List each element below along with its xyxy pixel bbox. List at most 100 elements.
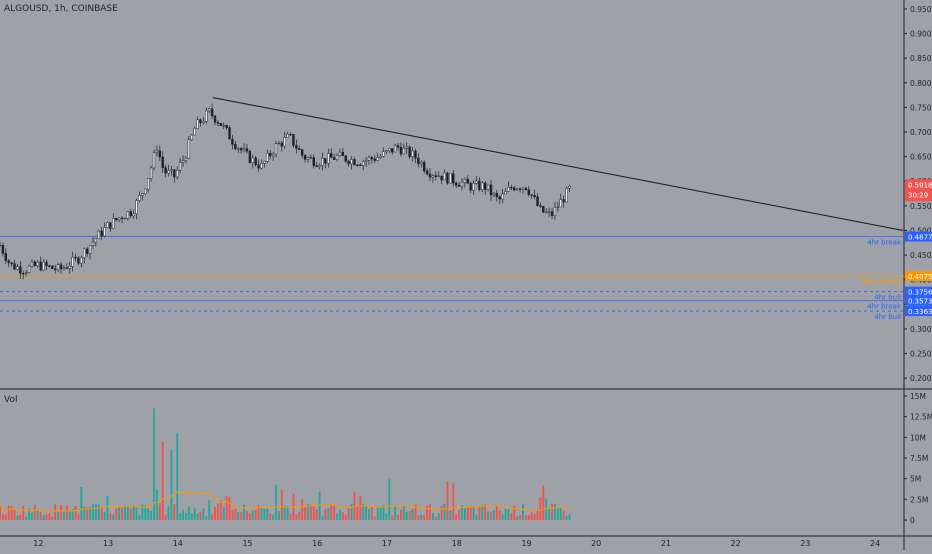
volume-bar — [417, 515, 420, 520]
time-tick-label: 16 — [312, 539, 322, 548]
level-label: 4hr break — [867, 303, 902, 311]
candle-body — [550, 211, 554, 216]
candle-body — [100, 230, 103, 237]
candle-body — [181, 160, 185, 163]
candle-body — [149, 167, 153, 179]
volume-bar — [77, 514, 80, 520]
volume-bar — [344, 515, 347, 520]
volume-bar — [10, 506, 13, 520]
candle-body — [359, 164, 362, 167]
candle-body — [222, 125, 225, 127]
candle-body — [22, 273, 25, 275]
volume-bar — [556, 507, 559, 520]
volume-bar — [0, 504, 1, 520]
volume-bar — [126, 506, 129, 520]
candle-body — [434, 175, 438, 177]
volume-bar — [356, 505, 359, 520]
candle-body — [411, 150, 414, 157]
volume-bar — [164, 515, 167, 520]
candle-body — [109, 222, 112, 229]
volume-bar — [208, 500, 211, 520]
volume-tick-label: 15M — [910, 392, 926, 401]
candle-body — [344, 155, 347, 162]
candle-body — [39, 261, 42, 271]
volume-bar — [440, 505, 443, 520]
candle-body — [242, 148, 246, 151]
volume-bar — [519, 514, 522, 520]
volume-bar — [466, 506, 469, 520]
candle-body — [402, 147, 406, 155]
volume-bar — [71, 509, 74, 520]
volume-bar — [112, 514, 115, 520]
candle-body — [469, 183, 472, 191]
candle-body — [475, 180, 478, 184]
candle-body — [59, 264, 63, 270]
candle-body — [472, 183, 475, 191]
candle-body — [115, 218, 118, 221]
candle-body — [205, 110, 208, 122]
candle-body — [248, 150, 252, 163]
volume-bar — [144, 505, 147, 520]
candle-body — [422, 162, 426, 172]
volume-bar — [211, 514, 214, 520]
candle-body — [454, 182, 458, 186]
volume-bar — [153, 408, 155, 520]
volume-bar — [246, 511, 248, 520]
candle-body — [318, 165, 321, 167]
volume-bar — [495, 504, 498, 520]
volume-bar — [266, 508, 269, 520]
candle-body — [167, 170, 170, 174]
volume-bar — [510, 513, 513, 520]
volume-bar — [39, 512, 42, 520]
volume-bar — [321, 515, 324, 520]
volume-bar — [109, 512, 112, 520]
candle-body — [382, 151, 385, 157]
candle-body — [193, 128, 196, 136]
candle-body — [437, 175, 440, 178]
candle-body — [231, 138, 234, 145]
volume-bar — [516, 516, 519, 520]
candle-body — [306, 157, 310, 160]
volume-bar — [449, 510, 452, 520]
volume-bar — [74, 506, 77, 520]
candle-body — [7, 260, 10, 263]
volume-bar — [551, 503, 553, 520]
volume-bar — [225, 496, 228, 520]
candle-body — [129, 211, 132, 217]
volume-bar — [498, 510, 501, 520]
volume-bar — [315, 509, 318, 520]
volume-bar — [4, 514, 7, 520]
volume-bar — [193, 507, 196, 520]
time-tick-label: 24 — [870, 539, 880, 548]
volume-bar — [431, 512, 434, 520]
candle-body — [545, 211, 548, 214]
candle-body — [1, 245, 5, 254]
candle-body — [492, 192, 496, 196]
candle-body — [207, 108, 211, 112]
volume-bar — [373, 516, 376, 520]
volume-bar — [234, 508, 237, 520]
candle-body — [303, 155, 307, 160]
volume-bar — [199, 511, 202, 520]
volume-bar — [492, 510, 495, 520]
candle-body — [80, 257, 83, 264]
volume-bar — [437, 513, 440, 520]
candle-body — [361, 161, 365, 166]
candle-body — [132, 213, 135, 217]
candle-body — [391, 148, 394, 153]
candle-body — [556, 206, 560, 209]
candle-body — [263, 161, 266, 164]
volume-bar — [527, 515, 530, 520]
candle-body — [327, 153, 330, 164]
volume-bar — [147, 508, 150, 520]
volume-bar — [469, 507, 472, 520]
candle-body — [184, 157, 188, 161]
candle-body — [30, 261, 34, 267]
volume-bar — [472, 506, 475, 520]
candle-body — [152, 152, 156, 169]
volume-bar — [182, 509, 184, 520]
candle-body — [56, 264, 60, 271]
